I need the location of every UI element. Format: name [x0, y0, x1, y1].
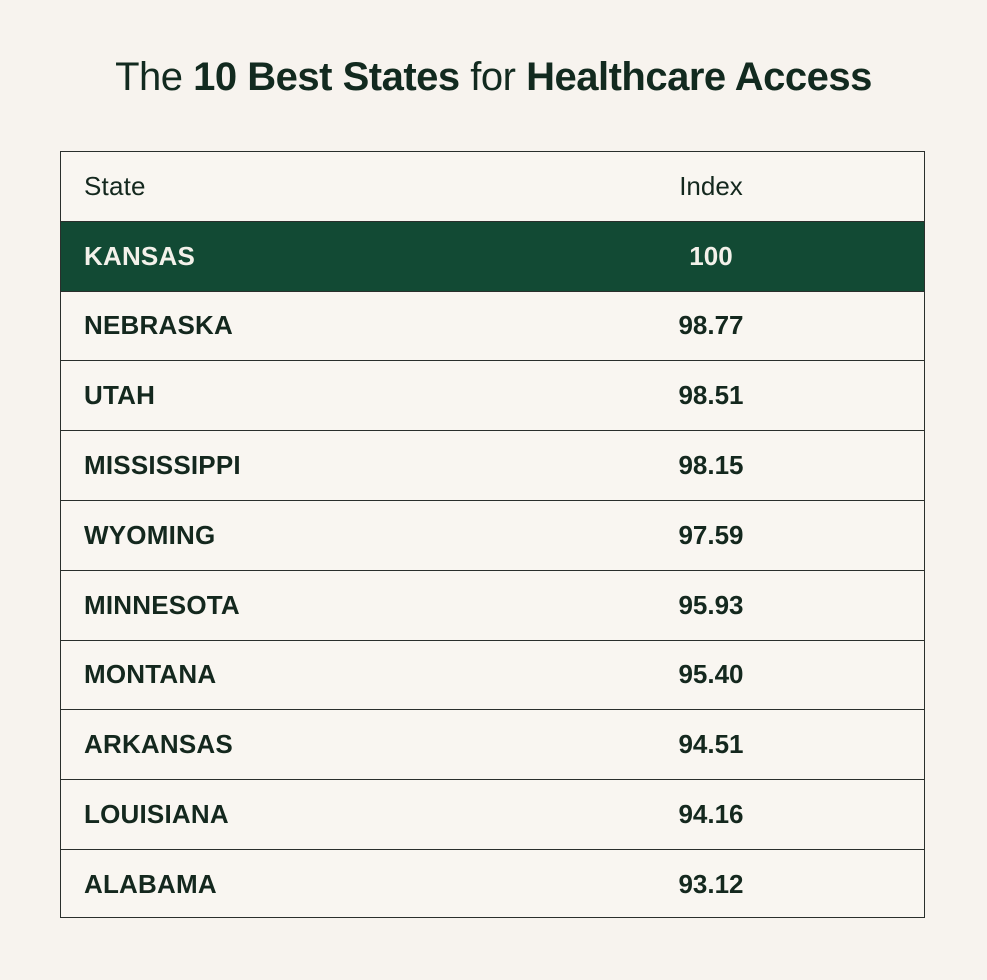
column-header-state: State	[84, 170, 146, 201]
table-row: UTAH 98.51	[61, 361, 924, 432]
index-cell: 94.16	[678, 799, 744, 830]
title-bold-count: 10 Best States	[193, 55, 460, 99]
table-row: ARKANSAS 94.51	[61, 710, 924, 781]
state-cell: ALABAMA	[84, 869, 217, 900]
state-cell: NEBRASKA	[84, 310, 233, 341]
state-cell: ARKANSAS	[84, 729, 233, 760]
title-middle: for	[470, 55, 516, 99]
table-header-row: State Index	[61, 152, 924, 222]
state-cell: MISSISSIPPI	[84, 450, 241, 481]
index-cell: 97.59	[678, 519, 744, 550]
index-cell: 98.51	[678, 380, 744, 411]
state-cell: UTAH	[84, 380, 156, 411]
table-row: MINNESOTA 95.93	[61, 571, 924, 641]
state-cell: LOUISIANA	[84, 799, 229, 830]
ranking-table: State Index KANSAS 100 NEBRASKA 98.77 UT…	[60, 151, 925, 918]
table-row: LOUISIANA 94.16	[61, 780, 924, 850]
page-title: The 10 Best States for Healthcare Access	[0, 52, 987, 102]
title-bold-topic: Healthcare Access	[526, 55, 872, 99]
state-cell: WYOMING	[84, 519, 216, 550]
state-cell: MINNESOTA	[84, 589, 240, 620]
table-row: MONTANA 95.40	[61, 641, 924, 711]
index-cell: 95.40	[678, 659, 744, 690]
table-row: WYOMING 97.59	[61, 501, 924, 571]
index-cell: 98.77	[678, 310, 744, 341]
state-cell: MONTANA	[84, 659, 217, 690]
index-cell: 94.51	[678, 729, 744, 760]
index-cell: 100	[689, 240, 733, 271]
index-cell: 95.93	[678, 589, 744, 620]
table-row: ALABAMA 93.12	[61, 850, 924, 920]
index-cell: 93.12	[678, 869, 744, 900]
table-row: MISSISSIPPI 98.15	[61, 431, 924, 501]
table-row: KANSAS 100	[61, 221, 924, 292]
index-cell: 98.15	[678, 450, 744, 481]
state-cell: KANSAS	[84, 240, 195, 271]
table-row: NEBRASKA 98.77	[61, 292, 924, 362]
title-prefix: The	[115, 55, 183, 99]
column-header-index: Index	[679, 170, 743, 201]
